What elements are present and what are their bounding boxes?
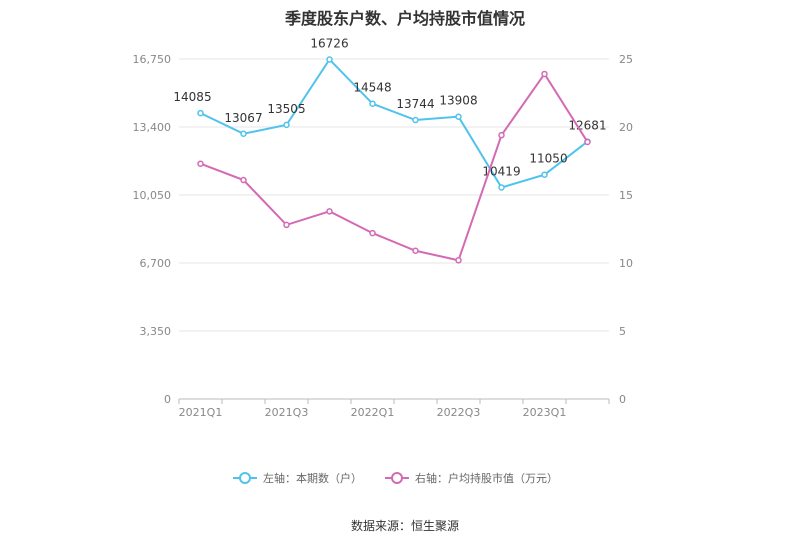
data-point (283, 221, 290, 229)
data-label: 13744 (396, 97, 434, 111)
x-axis-tick-label: 2021Q1 (179, 406, 223, 419)
data-label: 10419 (482, 165, 520, 179)
left-axis-tick-label: 13,400 (133, 121, 172, 134)
data-point (412, 247, 419, 255)
right-axis-tick-label: 5 (619, 325, 626, 338)
data-label: 13908 (439, 94, 477, 108)
data-point (369, 100, 376, 107)
series-line (200, 57, 589, 189)
right-axis-tick-label: 25 (619, 53, 633, 66)
data-point (541, 171, 548, 178)
data-label: 13505 (267, 102, 305, 116)
right-axis-tick-label: 20 (619, 121, 633, 134)
data-label: 13067 (224, 111, 262, 125)
chart-title: 季度股东户数、户均持股市值情况 (284, 9, 525, 28)
series-line (200, 72, 589, 262)
data-point (455, 113, 462, 120)
data-point (541, 70, 548, 78)
legend-label: 右轴：户均持股市值（万元） (415, 471, 558, 485)
data-point (412, 116, 419, 124)
data-label: 14085 (173, 90, 211, 104)
left-axis-tick-label: 10,050 (133, 189, 172, 202)
left-axis-tick-label: 16,750 (133, 53, 172, 66)
data-point (455, 257, 462, 264)
data-point (326, 208, 333, 215)
right-axis-tick-label: 0 (619, 393, 626, 406)
left-axis-tick-label: 3,350 (140, 325, 172, 338)
left-axis-tick-label: 6,700 (140, 257, 172, 270)
x-axis-tick-label: 2023Q1 (523, 406, 567, 419)
data-point (197, 160, 204, 167)
legend-marker (391, 472, 403, 484)
data-point (283, 121, 290, 129)
legend-marker (239, 472, 251, 484)
x-axis-tick-label: 2021Q3 (265, 406, 309, 419)
data-label: 16726 (310, 36, 348, 50)
data-point (369, 229, 376, 237)
data-point (584, 138, 591, 146)
x-axis-tick-label: 2022Q1 (351, 406, 395, 419)
data-label: 12681 (568, 119, 606, 133)
x-axis-tick-label: 2022Q3 (437, 406, 481, 419)
left-axis-tick-label: 0 (164, 393, 171, 406)
right-axis-tick-label: 10 (619, 257, 633, 270)
data-point (498, 131, 505, 139)
data-point (240, 176, 247, 184)
data-point (498, 184, 505, 191)
data-label: 14548 (353, 81, 391, 95)
legend-label: 左轴：本期数（户） (263, 471, 362, 485)
data-point (326, 56, 333, 63)
data-label: 11050 (529, 152, 567, 166)
data-source-footer: 数据来源：恒生聚源 (350, 519, 459, 533)
data-point (240, 130, 247, 138)
data-point (197, 109, 204, 117)
right-axis-tick-label: 15 (619, 189, 633, 202)
